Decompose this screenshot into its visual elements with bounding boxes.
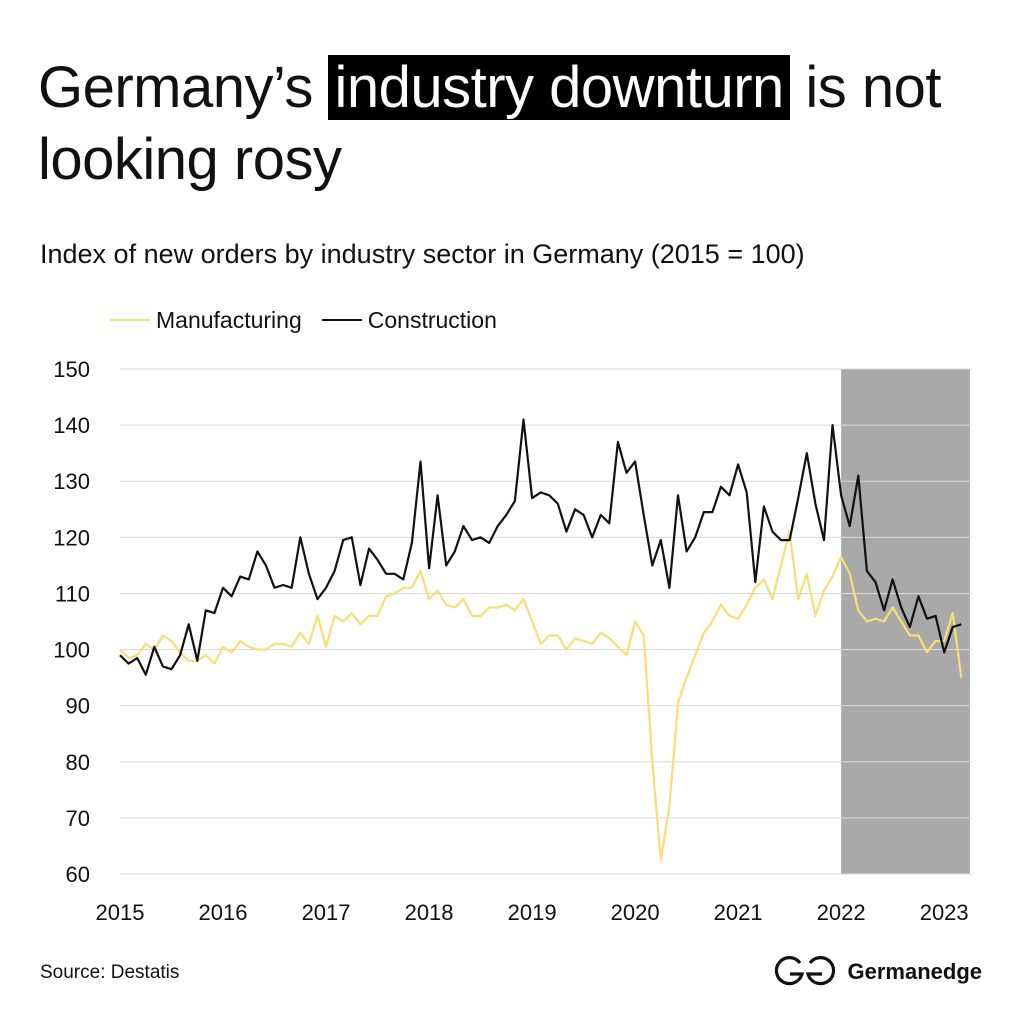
legend-label-construction: Construction	[367, 306, 497, 333]
y-tick-label-110: 110	[55, 581, 90, 606]
title-highlight: industry downturn	[328, 55, 790, 120]
y-tick-label-150: 150	[53, 357, 90, 382]
y-tick-label-80: 80	[66, 750, 90, 775]
line-chart: 60 70 80 90 100 110 120 130 140 150 2015 2016 2017 20…	[53, 357, 972, 925]
y-tick-label-140: 140	[53, 413, 90, 438]
y-tick-label-70: 70	[66, 806, 90, 831]
x-tick-label-2016: 2016	[199, 900, 248, 925]
x-tick-label-2018: 2018	[405, 900, 454, 925]
x-tick-label-2015: 2015	[96, 900, 145, 925]
y-tick-label-130: 130	[53, 469, 90, 494]
legend-swatch-manufacturing	[110, 319, 150, 321]
series-line-construction	[119, 418, 962, 676]
title-end: is not looking rosy	[38, 55, 942, 192]
source-note: Source: Destatis	[40, 962, 180, 983]
x-tick-label-2022: 2022	[817, 900, 866, 925]
legend: Manufacturing Construction	[110, 302, 497, 338]
x-tick-label-2019: 2019	[508, 900, 557, 925]
title-start: Germany’s	[38, 55, 329, 120]
y-tick-label-100: 100	[53, 638, 90, 663]
y-tick-label-60: 60	[66, 862, 90, 887]
shaded-region	[841, 369, 970, 874]
x-tick-label-2017: 2017	[302, 900, 351, 925]
legend-swatch-construction	[321, 319, 362, 321]
y-tick-label-90: 90	[66, 694, 90, 719]
series-line-manufacturing	[119, 530, 963, 862]
legend-item-manufacturing: Manufacturing	[110, 307, 302, 334]
chart-title: Germany’s industry downturn is not looki…	[38, 52, 998, 196]
legend-label-manufacturing: Manufacturing	[156, 306, 302, 333]
x-tick-label-2020: 2020	[611, 900, 660, 925]
x-tick-label-2021: 2021	[714, 900, 763, 925]
x-tick-label-2023: 2023	[920, 900, 969, 925]
germanedge-logo-icon	[774, 956, 835, 986]
brand: Germanedge	[774, 955, 983, 989]
brand-name: Germanedge	[847, 959, 983, 984]
y-tick-label-120: 120	[53, 525, 90, 550]
legend-item-construction: Construction	[321, 306, 497, 334]
chart-subtitle: Index of new orders by industry sector i…	[40, 239, 805, 269]
